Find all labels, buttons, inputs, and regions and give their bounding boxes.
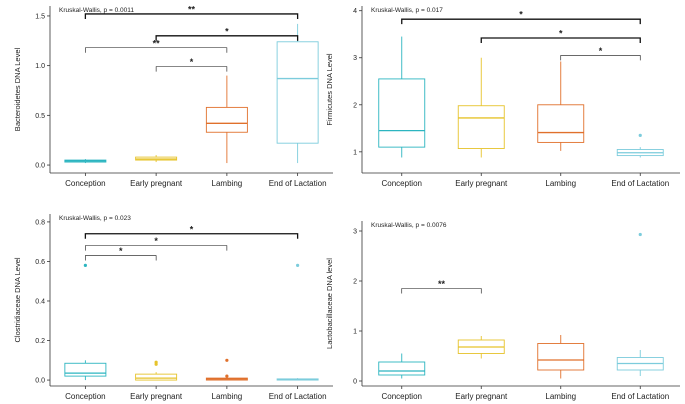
x-tick-label: Early pregnant	[130, 392, 183, 401]
outlier-point	[225, 374, 229, 378]
box-iqr	[457, 105, 505, 149]
significance-bracket	[401, 288, 482, 294]
significance-label: *	[559, 28, 563, 38]
significance-bracket	[155, 35, 299, 41]
significance-label: *	[225, 26, 229, 36]
y-tick-label: 3	[353, 55, 357, 62]
y-tick-label: 1	[353, 149, 357, 156]
significance-label: **	[153, 38, 161, 48]
box-iqr	[537, 343, 585, 371]
box-iqr	[537, 104, 585, 143]
y-axis-label: Lactobacillaceae DNA level	[325, 258, 334, 349]
x-tick-label: Lambing	[212, 179, 243, 188]
significance-bracket	[84, 13, 299, 19]
y-tick-label: 3	[353, 229, 357, 236]
significance-label: *	[154, 236, 158, 246]
x-tick-label: Conception	[382, 392, 422, 401]
y-tick-label: 0.8	[35, 219, 45, 226]
y-tick-label: 0.5	[35, 113, 45, 120]
panel-lactobacillaceae: Kruskal-Wallis, p = 0.0076 Lactobacillac…	[325, 221, 680, 401]
significance-bracket	[85, 245, 228, 251]
x-tick-label: Lambing	[212, 392, 243, 401]
y-tick-label: 0	[353, 379, 357, 386]
y-tick-label: 1.0	[35, 63, 45, 70]
kruskal-wallis-label: Kruskal-Wallis, p = 0.023	[59, 215, 131, 222]
kruskal-wallis-label: Kruskal-Wallis, p = 0.0076	[371, 222, 447, 229]
significance-bracket	[85, 255, 157, 261]
x-tick-label: End of Lactation	[611, 179, 669, 188]
y-tick-label: 1	[353, 329, 357, 336]
y-tick-label: 0.0	[35, 378, 45, 385]
significance-label: *	[519, 10, 523, 20]
outlier-point	[638, 133, 642, 137]
x-tick-label: End of Lactation	[269, 179, 327, 188]
outlier-point	[225, 358, 229, 362]
significance-bracket	[155, 66, 228, 72]
x-tick-label: Early pregnant	[130, 179, 183, 188]
x-tick-label: Early pregnant	[455, 179, 508, 188]
kruskal-wallis-label: Kruskal-Wallis, p = 0.017	[371, 7, 443, 14]
y-axis-label: Bacteroidetes DNA Level	[13, 47, 22, 131]
y-tick-label: 0.2	[35, 338, 45, 345]
y-tick-label: 0.4	[35, 298, 45, 305]
significance-bracket	[84, 233, 299, 239]
significance-label: *	[119, 246, 123, 256]
outlier-point	[296, 263, 300, 268]
x-tick-label: Conception	[382, 179, 422, 188]
significance-label: *	[599, 46, 603, 56]
box-iqr	[276, 41, 319, 144]
kruskal-wallis-label: Kruskal-Wallis, p = 0.0011	[59, 7, 134, 14]
x-tick-label: End of Lactation	[269, 392, 327, 401]
x-tick-label: Lambing	[545, 392, 576, 401]
outlier-point	[83, 263, 87, 268]
y-tick-label: 4	[353, 8, 357, 15]
significance-bracket	[560, 55, 641, 61]
outlier-point	[638, 232, 642, 237]
significance-bracket	[401, 18, 641, 25]
x-tick-label: Lambing	[545, 179, 576, 188]
box-iqr	[205, 106, 248, 133]
x-tick-label: Conception	[65, 179, 105, 188]
x-tick-label: Early pregnant	[455, 392, 508, 401]
box-iqr	[378, 78, 426, 148]
box-iqr	[378, 361, 426, 376]
x-tick-label: End of Lactation	[611, 392, 669, 401]
significance-bracket	[85, 47, 228, 53]
panel-clostridiaceae: Kruskal-Wallis, p = 0.023 Clostridiaceae…	[13, 214, 333, 401]
y-axis-label: Clostridiaceae DNA Level	[13, 257, 22, 342]
y-tick-label: 0.0	[35, 163, 45, 170]
significance-bracket	[480, 37, 641, 43]
y-tick-label: 0.6	[35, 259, 45, 266]
box-iqr	[135, 373, 178, 381]
significance-label: **	[188, 4, 196, 14]
y-tick-label: 2	[353, 279, 357, 286]
significance-label: **	[438, 279, 446, 289]
box-iqr	[64, 362, 107, 377]
panel-firmicutes: Kruskal-Wallis, p = 0.017 Firmicutes DNA…	[325, 6, 680, 188]
outlier-point	[154, 360, 158, 364]
panel-bacteroidetes: Kruskal-Wallis, p = 0.0011 Bacteroidetes…	[13, 4, 333, 188]
y-axis-label: Firmicutes DNA Level	[325, 53, 334, 125]
significance-label: *	[190, 224, 194, 234]
x-tick-label: Conception	[65, 392, 105, 401]
significance-label: *	[190, 57, 194, 67]
y-tick-label: 1.5	[35, 13, 45, 20]
y-tick-label: 2	[353, 102, 357, 109]
